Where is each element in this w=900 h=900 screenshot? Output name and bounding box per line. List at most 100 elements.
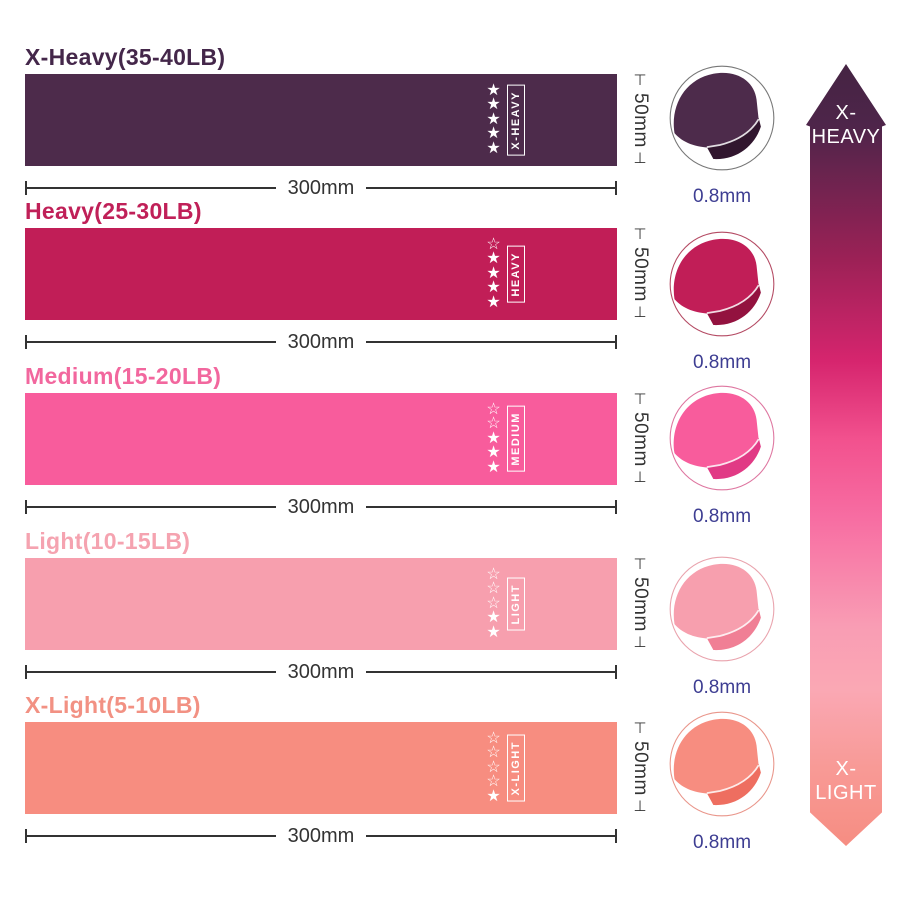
star-rating: ☆☆☆☆★ [486, 730, 501, 805]
arrow-top-label: X- HEAVY [806, 102, 886, 149]
band-title: Heavy(25-30LB) [25, 198, 202, 224]
dimension-tick-top-icon: ⊤ [633, 391, 647, 408]
folded-band-photo-icon [669, 711, 775, 817]
width-value: 300mm [287, 496, 355, 518]
dimension-tick-icon [615, 665, 618, 679]
arrow-bottom-label-line1: X- [835, 758, 857, 780]
height-dimension: ⊤ 50mm ⊥ [622, 556, 658, 650]
dimension-tick-top-icon: ⊤ [633, 556, 647, 573]
height-dimension: ⊤ 50mm ⊥ [622, 720, 658, 816]
dimension-line [27, 671, 276, 673]
height-value: 50mm [630, 246, 651, 302]
band-mark: ☆☆☆★★ LIGHT [485, 566, 525, 641]
band-mark: ★★★★★ X-HEAVY [485, 82, 525, 157]
dimension-line [27, 341, 276, 343]
folded-band-photo-icon [669, 65, 775, 171]
thickness-value: 0.8mm [692, 186, 752, 207]
height-value: 50mm [630, 740, 651, 796]
strength-gradient-arrow: X- HEAVY X- LIGHT [806, 64, 886, 846]
dimension-tick-top-icon: ⊤ [633, 226, 647, 243]
band-strength-label: HEAVY [507, 245, 525, 303]
dimension-tick-icon [25, 181, 27, 195]
dimension-tick-icon [615, 335, 618, 349]
width-dimension: 300mm [25, 331, 618, 353]
height-dimension: ⊤ 50mm ⊥ [622, 72, 658, 168]
width-dimension: 300mm [25, 496, 618, 518]
thickness-sample: 0.8mm [666, 384, 778, 528]
arrow-top-label-line2: HEAVY [811, 125, 881, 148]
dimension-line [27, 506, 276, 508]
star-rating: ☆☆☆★★ [486, 566, 501, 641]
dimension-line [366, 671, 616, 673]
thickness-value: 0.8mm [692, 352, 752, 373]
band-title: X-Light(5-10LB) [25, 692, 201, 718]
width-value: 300mm [287, 825, 355, 847]
height-value: 50mm [630, 92, 651, 148]
dimension-tick-icon [615, 829, 618, 843]
thickness-sample: 0.8mm [666, 230, 778, 374]
band-strip: ☆★★★★ HEAVY [25, 228, 617, 320]
band-row: Medium(15-20LB) ☆☆★★★ MEDIUM 300mm ⊤ 50m… [25, 363, 651, 518]
band-strength-label: X-HEAVY [507, 84, 525, 156]
band-mark: ☆☆★★★ MEDIUM [485, 401, 525, 476]
band-strip: ☆☆★★★ MEDIUM [25, 393, 617, 485]
band-mark: ☆★★★★ HEAVY [485, 236, 525, 311]
dimension-tick-top-icon: ⊤ [633, 72, 647, 89]
dimension-tick-icon [615, 181, 618, 195]
band-row: X-Heavy(35-40LB) ★★★★★ X-HEAVY 300mm ⊤ 5… [25, 44, 651, 199]
arrow-bottom-label: X- LIGHT [806, 758, 886, 805]
thickness-sample: 0.8mm [666, 710, 778, 854]
band-strip: ☆☆☆★★ LIGHT [25, 558, 617, 650]
dimension-tick-bottom-icon: ⊥ [633, 150, 647, 168]
band-strength-label: MEDIUM [507, 406, 525, 472]
dimension-tick-icon [25, 335, 27, 349]
dimension-line [366, 835, 616, 837]
width-value: 300mm [287, 661, 355, 683]
dimension-line [366, 341, 616, 343]
band-strip: ★★★★★ X-HEAVY [25, 74, 617, 166]
dimension-line [366, 506, 616, 508]
star-rating: ☆★★★★ [486, 236, 501, 311]
star-rating: ☆☆★★★ [486, 401, 501, 476]
folded-band-photo-icon [669, 231, 775, 337]
height-value: 50mm [630, 576, 651, 632]
band-title: Medium(15-20LB) [25, 363, 222, 389]
dimension-line [27, 187, 276, 189]
dimension-line [366, 187, 616, 189]
band-strength-label: X-LIGHT [507, 734, 525, 802]
arrow-top-label-line1: X- [835, 102, 857, 124]
height-dimension: ⊤ 50mm ⊥ [622, 391, 658, 487]
arrow-bottom-label-line2: LIGHT [815, 781, 877, 804]
folded-band-photo-icon [669, 556, 775, 662]
width-value: 300mm [287, 331, 355, 353]
thickness-value: 0.8mm [692, 832, 752, 853]
folded-band-photo-icon [669, 385, 775, 491]
dimension-tick-icon [25, 500, 27, 514]
width-dimension: 300mm [25, 661, 618, 683]
dimension-tick-icon [25, 829, 27, 843]
band-strip: ☆☆☆☆★ X-LIGHT [25, 722, 617, 814]
dimension-tick-bottom-icon: ⊥ [633, 304, 647, 322]
dimension-tick-bottom-icon: ⊥ [633, 469, 647, 487]
dimension-tick-top-icon: ⊤ [633, 720, 647, 737]
dimension-tick-bottom-icon: ⊥ [633, 798, 647, 816]
band-strength-label: LIGHT [507, 577, 525, 631]
band-title: X-Heavy(35-40LB) [25, 44, 226, 70]
star-rating: ★★★★★ [486, 82, 501, 157]
dimension-line [27, 835, 276, 837]
height-value: 50mm [630, 411, 651, 467]
band-row: Heavy(25-30LB) ☆★★★★ HEAVY 300mm ⊤ 50mm … [25, 198, 651, 353]
width-dimension: 300mm [25, 177, 618, 199]
band-row: Light(10-15LB) ☆☆☆★★ LIGHT 300mm ⊤ 50mm … [25, 528, 651, 683]
dimension-tick-icon [25, 665, 27, 679]
width-dimension: 300mm [25, 825, 618, 847]
thickness-sample: 0.8mm [666, 555, 778, 699]
dimension-tick-icon [615, 500, 618, 514]
band-mark: ☆☆☆☆★ X-LIGHT [485, 730, 525, 805]
height-dimension: ⊤ 50mm ⊥ [622, 226, 658, 322]
thickness-value: 0.8mm [692, 677, 752, 698]
width-value: 300mm [287, 177, 355, 199]
thickness-sample: 0.8mm [666, 64, 778, 208]
band-title: Light(10-15LB) [25, 528, 191, 554]
